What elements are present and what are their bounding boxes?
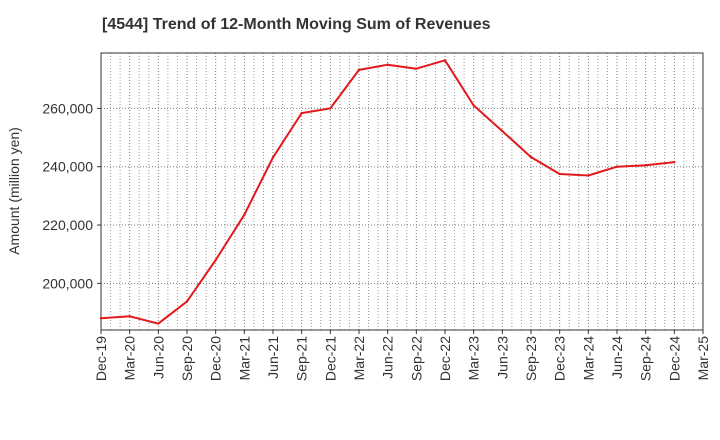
data-point — [615, 165, 619, 168]
y-axis-label: Amount (million yen) — [6, 127, 22, 255]
y-tick-label: 260,000 — [42, 100, 93, 116]
x-tick-label: Mar-20 — [122, 336, 138, 381]
data-point — [300, 111, 303, 115]
x-tick-label: Dec-21 — [322, 336, 338, 381]
x-tick-label: Sep-20 — [179, 336, 195, 381]
x-tick-label: Sep-21 — [294, 336, 310, 381]
data-point — [357, 68, 361, 72]
data-point — [271, 156, 275, 159]
data-point — [128, 315, 131, 318]
data-point — [501, 129, 504, 133]
data-point — [329, 107, 332, 110]
plot-frame — [100, 52, 704, 331]
data-point — [673, 160, 676, 164]
chart-title: [4544] Trend of 12-Month Moving Sum of R… — [102, 16, 491, 33]
x-tick-label: Sep-24 — [638, 336, 654, 381]
data-point — [99, 317, 103, 320]
x-tick-label: Jun-21 — [265, 336, 281, 379]
grid-lines — [101, 53, 703, 330]
data-point — [472, 104, 475, 107]
x-tick-label: Jun-22 — [380, 336, 396, 379]
x-tick-label: Jun-20 — [150, 336, 166, 379]
x-tick-label: Mar-24 — [580, 336, 596, 381]
y-tick-label: 220,000 — [42, 217, 93, 233]
data-point — [386, 63, 389, 66]
x-tick-label: Mar-21 — [236, 336, 252, 381]
x-tick-label: Jun-23 — [494, 336, 510, 379]
data-point — [157, 322, 160, 325]
data-point — [529, 155, 533, 159]
data-point — [185, 300, 189, 303]
data-point — [587, 174, 590, 177]
y-tick-label: 200,000 — [42, 275, 93, 291]
x-axis-ticks: Dec-19 Mar-20 Jun-20 Sep-20 Dec-20 Mar-21 Jun-… — [93, 330, 711, 381]
x-tick-label: Mar-25 — [695, 336, 711, 381]
x-tick-label: Jun-24 — [609, 336, 625, 379]
y-tick-label: 240,000 — [42, 159, 93, 175]
data-point — [644, 164, 647, 167]
data-point — [443, 59, 447, 62]
x-tick-label: Mar-23 — [466, 336, 482, 381]
x-tick-label: Dec-19 — [93, 336, 109, 381]
plot-border — [100, 52, 704, 331]
data-point — [243, 213, 246, 217]
x-tick-label: Mar-22 — [351, 336, 367, 381]
x-tick-label: Sep-23 — [523, 336, 539, 381]
series-layer — [99, 59, 676, 325]
y-axis-ticks: 200,000 220,000 240,000 260,000 — [42, 100, 101, 291]
x-tick-label: Dec-23 — [552, 336, 568, 381]
data-point — [214, 258, 217, 262]
data-point — [415, 67, 418, 70]
x-tick-label: Dec-20 — [208, 336, 224, 381]
x-tick-label: Dec-24 — [666, 336, 682, 381]
x-tick-label: Dec-22 — [437, 336, 453, 381]
data-point — [558, 172, 561, 176]
x-tick-label: Sep-22 — [408, 336, 424, 381]
